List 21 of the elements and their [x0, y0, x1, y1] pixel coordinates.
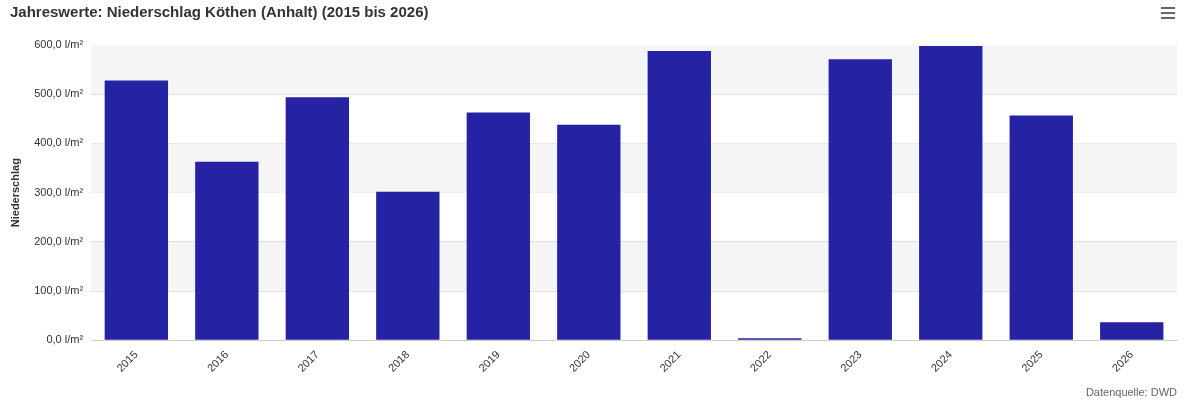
- y-tick-label: 300,0 l/m²: [34, 185, 84, 198]
- y-tick-label: 400,0 l/m²: [34, 136, 84, 149]
- bar: [466, 112, 530, 340]
- chart-title: Jahreswerte: Niederschlag Köthen (Anhalt) (2015 bis 2026): [10, 3, 429, 20]
- bar: [285, 97, 350, 340]
- bar: [1009, 115, 1073, 340]
- bar: [104, 80, 169, 340]
- y-tick-label: 200,0 l/m²: [34, 234, 84, 247]
- y-axis-title: Niederschlag: [8, 158, 21, 228]
- bar: [557, 124, 621, 340]
- bar: [376, 191, 440, 340]
- text: Datenquelle: DWD: [1085, 386, 1177, 398]
- bar: [919, 45, 983, 340]
- y-tick-label: 500,0 l/m²: [34, 87, 84, 100]
- bar: [828, 59, 892, 340]
- bar: [647, 50, 711, 340]
- y-tick-label: 100,0 l/m²: [34, 284, 84, 297]
- bar: [1100, 322, 1164, 340]
- y-tick-label: 0,0 l/m²: [46, 333, 84, 346]
- y-tick-label: 600,0 l/m²: [34, 38, 84, 51]
- bar: [195, 161, 259, 340]
